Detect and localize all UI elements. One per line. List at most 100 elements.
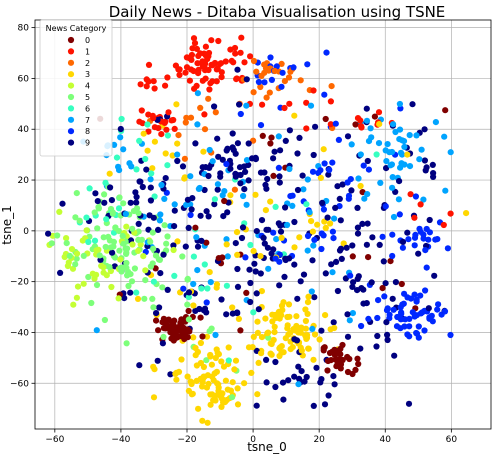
scatter-point-cat-8 xyxy=(187,211,194,219)
scatter-point-cat-3 xyxy=(222,377,229,384)
scatter-point-cat-1 xyxy=(164,74,171,81)
scatter-point-cat-4 xyxy=(103,272,110,279)
scatter-point-cat-3 xyxy=(149,165,156,172)
scatter-point-cat-7 xyxy=(243,157,251,164)
scatter-point-cat-9 xyxy=(294,150,301,157)
scatter-point-cat-9 xyxy=(121,295,128,302)
scatter-point-cat-9 xyxy=(234,265,241,273)
scatter-point-cat-1 xyxy=(150,114,157,122)
scatter-point-cat-7 xyxy=(214,181,221,188)
scatter-point-cat-9 xyxy=(108,197,115,204)
scatter-point-cat-5 xyxy=(184,276,191,283)
scatter-point-cat-5 xyxy=(72,261,79,268)
scatter-point-cat-8 xyxy=(389,252,396,260)
scatter-point-cat-7 xyxy=(389,174,396,181)
scatter-point-cat-9 xyxy=(421,126,428,133)
scatter-point-cat-9 xyxy=(109,249,116,256)
scatter-point-cat-3 xyxy=(255,359,262,366)
scatter-point-cat-9 xyxy=(276,173,283,180)
scatter-point-cat-1 xyxy=(375,109,383,116)
scatter-point-cat-9 xyxy=(405,400,413,407)
scatter-point-cat-9 xyxy=(184,196,191,203)
scatter-point-cat-2 xyxy=(328,83,335,90)
legend-frame xyxy=(39,19,113,157)
scatter-point-cat-8 xyxy=(347,272,354,279)
scatter-point-cat-3 xyxy=(192,352,199,359)
scatter-point-cat-1 xyxy=(357,117,364,124)
scatter-point-cat-3 xyxy=(287,346,294,353)
scatter-point-cat-3 xyxy=(302,332,309,339)
scatter-point-cat-9 xyxy=(423,164,430,171)
x-tick-label: 40 xyxy=(380,435,392,445)
scatter-point-cat-8 xyxy=(390,306,397,313)
scatter-point-cat-1 xyxy=(145,61,153,68)
scatter-point-cat-9 xyxy=(344,311,351,318)
scatter-point-cat-0 xyxy=(398,280,405,288)
scatter-point-cat-3 xyxy=(199,375,207,382)
scatter-point-cat-9 xyxy=(291,373,298,380)
scatter-point-cat-8 xyxy=(421,327,428,334)
scatter-point-cat-9 xyxy=(336,247,344,254)
scatter-point-cat-1 xyxy=(208,37,215,44)
scatter-point-cat-9 xyxy=(154,357,161,364)
scatter-point-cat-4 xyxy=(63,235,70,242)
scatter-point-cat-0 xyxy=(387,258,394,265)
scatter-point-cat-4 xyxy=(56,208,63,215)
scatter-point-cat-7 xyxy=(406,132,413,139)
scatter-point-cat-8 xyxy=(432,236,439,243)
scatter-point-cat-6 xyxy=(164,132,171,139)
scatter-point-cat-9 xyxy=(263,356,270,363)
scatter-point-cat-0 xyxy=(165,323,172,330)
y-tick-label: 0 xyxy=(23,227,29,237)
scatter-point-cat-5 xyxy=(163,240,170,247)
scatter-point-cat-1 xyxy=(162,82,169,89)
scatter-point-cat-3 xyxy=(267,340,274,347)
scatter-point-cat-3 xyxy=(269,311,276,318)
scatter-point-cat-3 xyxy=(286,313,293,320)
scatter-point-cat-7 xyxy=(447,149,454,156)
scatter-point-cat-9 xyxy=(245,177,252,184)
scatter-point-cat-7 xyxy=(348,141,355,148)
scatter-point-cat-3 xyxy=(376,121,383,128)
scatter-point-cat-1 xyxy=(327,98,334,105)
scatter-point-cat-9 xyxy=(299,172,306,179)
scatter-point-cat-9 xyxy=(382,280,389,287)
scatter-point-cat-7 xyxy=(194,90,201,97)
scatter-point-cat-7 xyxy=(93,327,100,334)
scatter-point-cat-9 xyxy=(383,319,390,326)
x-tick-label: 60 xyxy=(446,435,458,445)
scatter-point-cat-9 xyxy=(431,272,438,279)
scatter-point-cat-2 xyxy=(187,114,195,121)
scatter-point-cat-2 xyxy=(250,89,257,96)
scatter-point-cat-7 xyxy=(224,253,231,260)
scatter-point-cat-0 xyxy=(181,335,188,343)
scatter-point-cat-9 xyxy=(391,352,398,359)
scatter-point-cat-9 xyxy=(261,240,268,247)
scatter-point-cat-7 xyxy=(117,134,124,141)
scatter-point-cat-3 xyxy=(293,313,300,320)
scatter-point-cat-9 xyxy=(261,169,268,176)
scatter-point-cat-9 xyxy=(334,183,341,190)
scatter-point-cat-9 xyxy=(296,134,303,141)
scatter-point-cat-9 xyxy=(303,373,310,381)
scatter-point-cat-9 xyxy=(331,381,338,388)
scatter-point-cat-6 xyxy=(113,154,121,161)
scatter-point-cat-6 xyxy=(133,166,140,173)
scatter-point-cat-7 xyxy=(388,161,395,168)
scatter-point-cat-7 xyxy=(396,100,403,108)
scatter-point-cat-9 xyxy=(298,368,305,375)
scatter-point-cat-3 xyxy=(235,315,242,322)
scatter-point-cat-8 xyxy=(272,255,279,262)
scatter-point-cat-3 xyxy=(203,384,210,391)
scatter-point-cat-1 xyxy=(197,50,204,57)
scatter-point-cat-0 xyxy=(267,140,274,147)
scatter-point-cat-7 xyxy=(368,134,375,141)
scatter-point-cat-4 xyxy=(170,246,177,254)
legend-marker-1 xyxy=(67,48,75,55)
scatter-point-cat-8 xyxy=(396,211,403,218)
scatter-point-cat-9 xyxy=(182,243,189,250)
scatter-point-cat-9 xyxy=(380,258,387,265)
scatter-point-cat-5 xyxy=(149,295,156,302)
scatter-point-cat-7 xyxy=(441,133,448,140)
scatter-point-cat-4 xyxy=(108,283,115,291)
